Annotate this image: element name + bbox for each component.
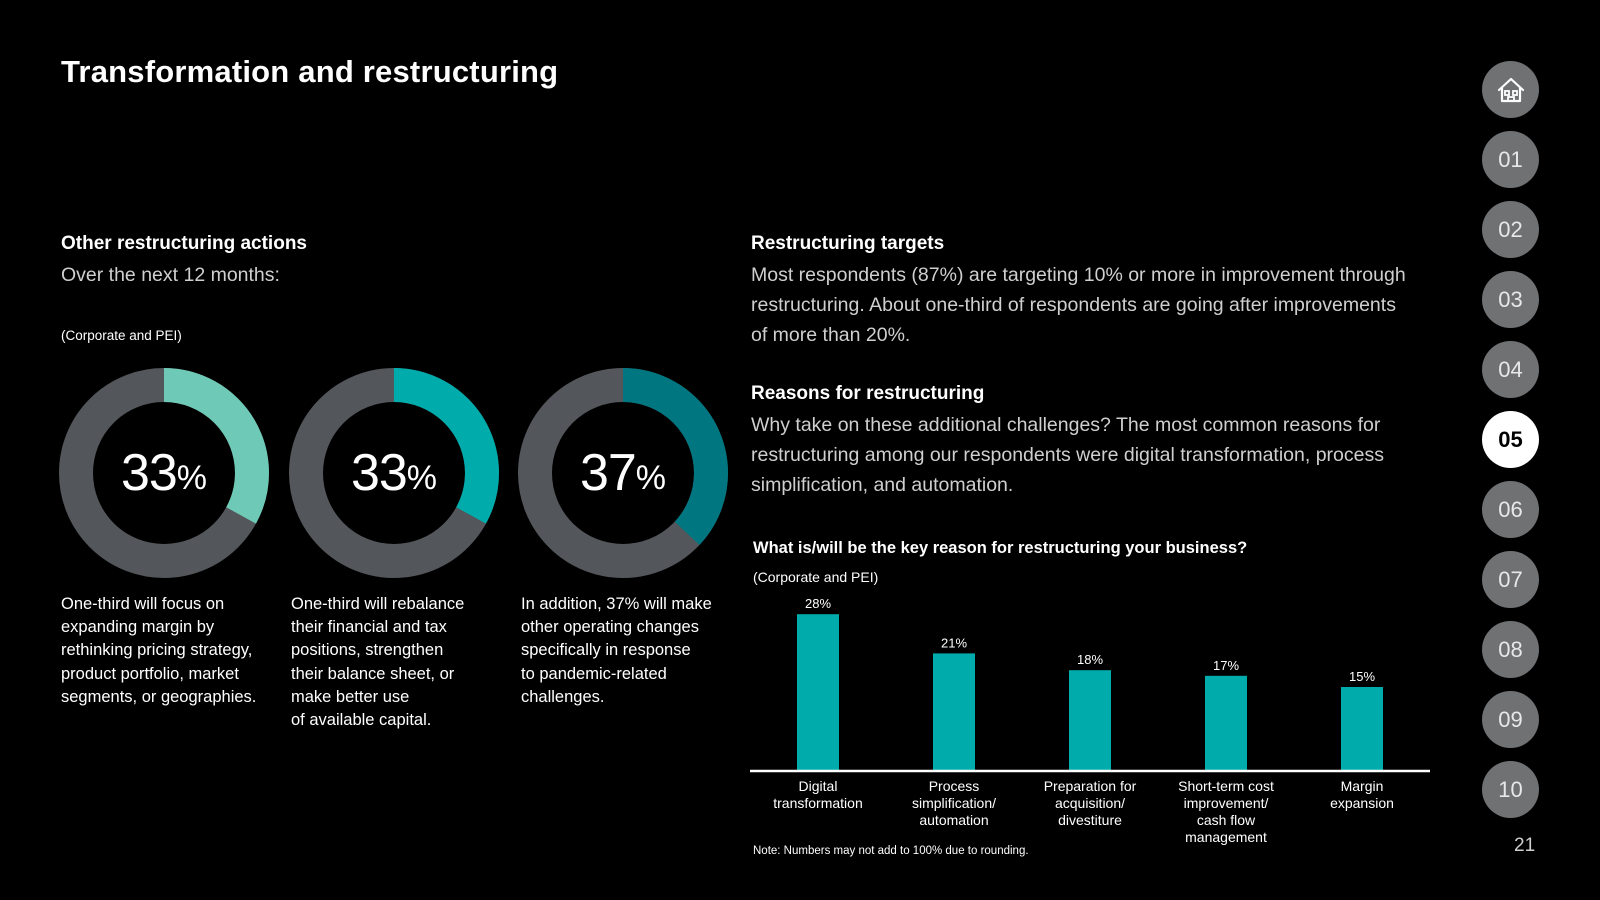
category-label-5: Margin expansion — [1330, 778, 1394, 811]
bar-3-value-label: 18% — [1077, 652, 1103, 667]
donut-chart-2: 33% — [289, 368, 499, 578]
bar-2 — [933, 653, 975, 771]
chart-note: Note: Numbers may not add to 100% due to… — [753, 845, 1029, 857]
nav-item-05[interactable]: 05 — [1482, 411, 1539, 468]
nav-item-07[interactable]: 07 — [1482, 551, 1539, 608]
page-number: 21 — [1514, 835, 1536, 856]
donut-2-value: 33% — [350, 444, 438, 502]
donut-2-arc — [289, 368, 499, 578]
bar-5 — [1341, 687, 1383, 771]
reasons-text: Why take on these additional challenges?… — [751, 414, 1384, 496]
donut-1-caption: One-third will focus on expanding margin… — [61, 595, 257, 706]
donut-2-caption: One-third will rebalance their financial… — [291, 595, 465, 730]
bar-1 — [797, 614, 839, 771]
donut-3-arc — [518, 368, 728, 578]
donut-1-arc — [59, 368, 269, 578]
nav-item-04[interactable]: 04 — [1482, 341, 1539, 398]
donut-1-value: 33% — [120, 444, 208, 502]
bar-chart: 28% Digital transformation 21% Process simpli… — [750, 596, 1430, 845]
bar-2-value-label: 21% — [941, 635, 967, 650]
targets-heading: Restructuring targets — [751, 233, 945, 254]
targets-text: Most respondents (87%) are targeting 10%… — [751, 264, 1406, 346]
category-label-2: Process simplification/automation — [912, 778, 996, 828]
donut-3-caption: In addition, 37% will make other operati… — [521, 595, 712, 706]
page-title: Transformation and restructuring — [61, 54, 559, 89]
category-label-3: Preparation for acquisition/divestiture — [1044, 778, 1137, 828]
left-note: (Corporate and PEI) — [61, 328, 182, 343]
nav-item-09[interactable]: 09 — [1482, 691, 1539, 748]
donut-chart-1: 33% — [59, 368, 269, 578]
home-button[interactable] — [1482, 61, 1539, 118]
left-heading: Other restructuring actions — [61, 233, 307, 254]
category-label-4: Short-term cost improvement/cash flow mana… — [1178, 778, 1274, 845]
donut-chart-3: 37% — [518, 368, 728, 578]
donut-3-value: 37% — [579, 444, 667, 502]
chart-subtitle: (Corporate and PEI) — [753, 569, 879, 585]
nav-item-06[interactable]: 06 — [1482, 481, 1539, 538]
nav-item-02[interactable]: 02 — [1482, 201, 1539, 258]
chart-title: What is/will be the key reason for restr… — [753, 539, 1248, 557]
bar-4-value-label: 17% — [1213, 658, 1239, 673]
bar-1-value-label: 28% — [805, 596, 831, 611]
nav-item-01[interactable]: 01 — [1482, 131, 1539, 188]
bar-4 — [1205, 675, 1247, 771]
nav-item-10[interactable]: 10 — [1482, 761, 1539, 818]
bar-3 — [1069, 670, 1111, 771]
reasons-heading: Reasons for restructuring — [751, 383, 985, 404]
home-icon — [1497, 77, 1524, 102]
nav-item-03[interactable]: 03 — [1482, 271, 1539, 328]
nav-item-08[interactable]: 08 — [1482, 621, 1539, 678]
left-subheading: Over the next 12 months: — [61, 264, 280, 286]
category-label-1: Digital transformation — [773, 778, 862, 811]
bar-5-value-label: 15% — [1349, 669, 1375, 684]
